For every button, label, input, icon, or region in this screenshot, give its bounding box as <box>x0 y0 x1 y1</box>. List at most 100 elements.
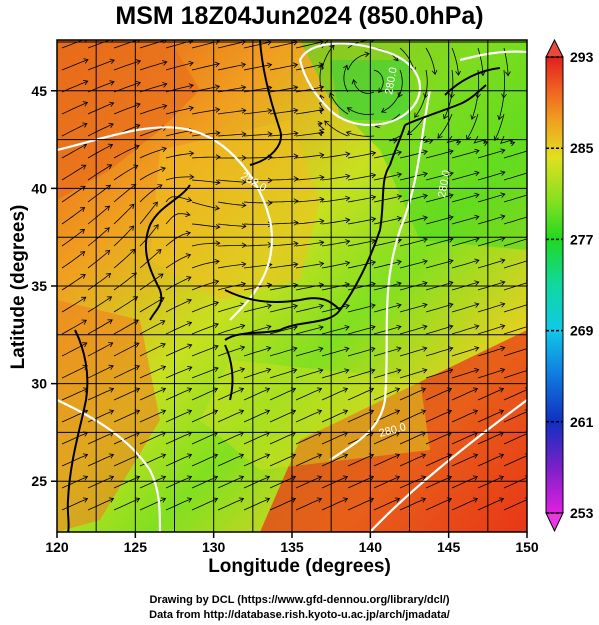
streamline-arrowhead <box>132 296 139 302</box>
streamline-arrowhead <box>161 146 167 153</box>
streamline-arrowhead <box>162 82 168 88</box>
streamline-arrowhead <box>472 475 479 481</box>
streamline <box>451 259 480 269</box>
streamline <box>165 152 194 159</box>
streamline <box>451 432 478 445</box>
streamline <box>139 40 167 49</box>
streamline-arrowhead <box>364 51 370 58</box>
streamline-arrowhead <box>82 122 88 128</box>
streamline <box>61 296 87 313</box>
streamline <box>269 132 298 137</box>
streamline-arrowhead <box>104 205 111 211</box>
streamline-arrowhead <box>80 273 86 279</box>
streamline-arrowhead <box>189 150 195 157</box>
streamline-arrowhead <box>329 92 335 98</box>
streamline <box>451 476 478 489</box>
streamline <box>399 454 426 467</box>
streamline <box>321 498 348 511</box>
streamline-arrowhead <box>318 368 324 374</box>
streamline-arrowhead <box>394 409 401 415</box>
streamline <box>425 454 452 467</box>
streamline <box>373 476 400 489</box>
streamline-arrowhead <box>81 164 87 170</box>
streamline-arrowhead <box>238 497 245 503</box>
streamline-arrowhead <box>316 409 323 415</box>
streamline <box>217 133 246 137</box>
colorbar-top-arrow <box>545 38 564 58</box>
streamline-arrowhead <box>111 40 114 43</box>
streamline-arrowhead <box>448 215 454 221</box>
streamline-arrowhead <box>431 69 438 76</box>
streamline-arrowhead <box>396 346 402 352</box>
x-tick-label: 140 <box>359 539 383 555</box>
streamline <box>477 388 504 401</box>
streamline <box>503 455 527 467</box>
footer-credit-data: Data from http://database.rish.kyoto-u.a… <box>149 609 450 621</box>
streamline-arrowhead <box>238 409 245 415</box>
streamline <box>451 303 479 313</box>
streamline-arrowhead <box>186 276 192 282</box>
y-axis-label: Latitude (degrees) <box>8 204 29 370</box>
streamline-arrowhead <box>134 497 141 503</box>
streamline-arrowhead <box>80 185 86 191</box>
streamline-arrowhead <box>215 179 221 186</box>
streamline <box>61 274 86 291</box>
streamline <box>477 347 505 357</box>
streamline <box>191 242 220 247</box>
streamline <box>321 219 350 225</box>
map-title: MSM 18Z04Jun2024 (850.0hPa) <box>115 2 484 30</box>
streamline-arrowhead <box>135 81 142 87</box>
streamline-arrowhead <box>317 121 323 127</box>
streamline-arrowhead <box>214 61 221 68</box>
streamline <box>451 216 480 225</box>
streamline <box>399 304 428 313</box>
streamline-arrowhead <box>344 346 350 353</box>
streamline <box>477 237 505 247</box>
streamline <box>321 369 349 379</box>
streamline <box>87 144 113 159</box>
streamline-arrowhead <box>342 475 349 481</box>
streamline-arrowhead <box>396 172 403 178</box>
streamline-arrowhead <box>448 236 454 243</box>
streamline-arrowhead <box>420 453 427 459</box>
streamline-arrowhead <box>500 258 506 264</box>
streamline-arrowhead <box>105 273 112 279</box>
streamline-arrowhead <box>345 195 351 202</box>
streamline <box>477 325 505 335</box>
streamline-arrowhead <box>500 302 506 308</box>
streamline-arrowhead <box>153 224 159 230</box>
streamline <box>347 388 374 401</box>
streamline <box>139 388 166 401</box>
streamline <box>269 388 296 401</box>
streamline-arrowhead <box>129 203 135 209</box>
streamline-arrowhead <box>134 475 141 481</box>
streamline <box>61 102 88 115</box>
streamline <box>295 454 322 467</box>
streamline <box>191 63 220 71</box>
streamline-arrowhead <box>293 198 299 204</box>
streamline-arrowhead <box>319 152 325 159</box>
streamline-arrowhead <box>396 259 402 266</box>
streamline <box>61 365 88 379</box>
streamline <box>165 410 192 423</box>
streamline-arrowhead <box>267 108 273 114</box>
streamline <box>319 64 323 93</box>
streamline <box>425 476 452 489</box>
streamline <box>217 432 244 445</box>
streamline-arrowhead <box>82 342 88 348</box>
streamline-arrowhead <box>241 179 247 185</box>
streamline <box>113 296 138 313</box>
streamline-arrowhead <box>319 196 325 203</box>
streamline <box>139 184 163 203</box>
streamline <box>165 107 194 115</box>
streamline <box>321 432 348 445</box>
x-tick-label: 135 <box>280 539 304 555</box>
streamline-arrowhead <box>345 151 351 158</box>
streamline-arrowhead <box>345 239 351 245</box>
colorbar-tick-label: 277 <box>570 231 594 247</box>
streamline <box>243 388 270 401</box>
streamline <box>295 131 324 137</box>
streamline-arrowhead <box>214 84 221 90</box>
streamline <box>61 476 88 489</box>
streamline-arrowhead <box>186 387 193 393</box>
